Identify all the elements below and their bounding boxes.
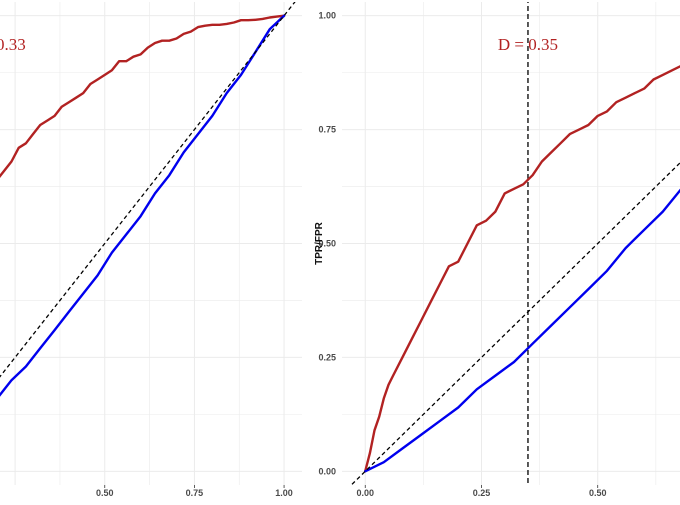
right-ytick-label: 0.25 (318, 352, 336, 362)
left-diagonal-reference-line (0, 2, 296, 378)
right-grid (342, 2, 680, 485)
left-panel: 0.50 0.75 1.00 0.33 (0, 2, 302, 498)
right-ytick-label: 1.00 (318, 11, 336, 21)
right-ytick-label: 0.50 (318, 239, 336, 249)
left-plot-area (0, 2, 296, 397)
right-xtick-label: 0.00 (356, 488, 374, 498)
right-fpr-series-line (364, 188, 680, 473)
right-tpr-series-line (364, 65, 680, 473)
left-tpr-series-line (0, 14, 286, 179)
left-fpr-series-line (0, 14, 286, 397)
right-xtick-label: 0.50 (589, 488, 607, 498)
left-d-annotation: 0.33 (0, 35, 26, 54)
right-d-annotation: D = 0.35 (498, 35, 558, 54)
left-xtick-label: 0.75 (186, 488, 204, 498)
right-plot-area (350, 2, 680, 485)
right-xtick-label: 0.25 (473, 488, 491, 498)
left-grid (0, 2, 302, 485)
left-xtick-label: 0.50 (96, 488, 114, 498)
right-ytick-label: 0.75 (318, 125, 336, 135)
left-xtick-label: 1.00 (275, 488, 293, 498)
right-ylabel: TPR/FPR (314, 221, 325, 265)
right-panel: 0.00 0.25 0.50 0.00 0.25 0.50 0.75 1.00 TPR/FPR D… (314, 2, 680, 498)
right-ytick-label: 0.00 (318, 466, 336, 476)
